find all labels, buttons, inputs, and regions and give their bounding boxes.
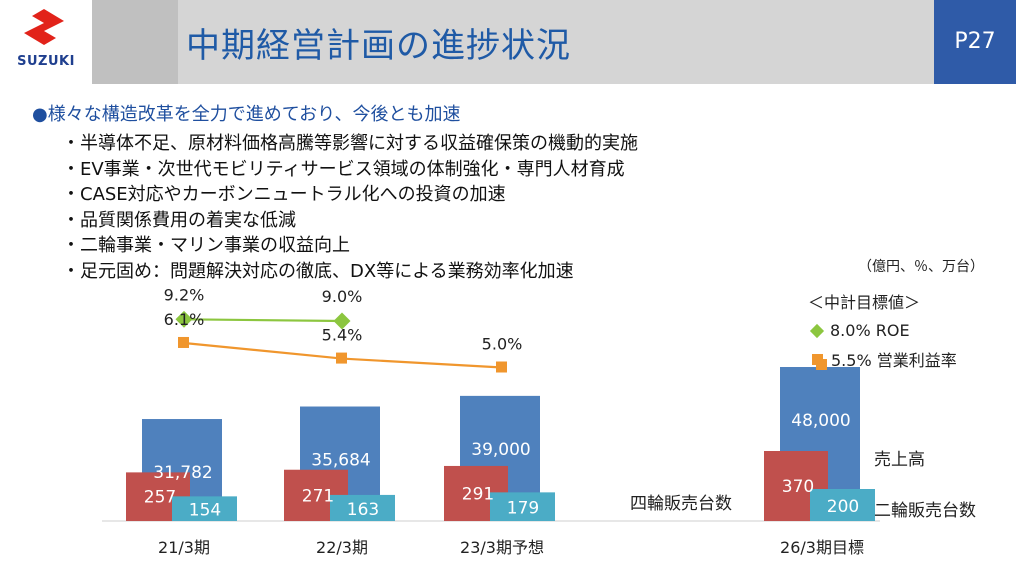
two-wheel-label: 二輪販売台数 [874,501,976,521]
bullet-item: ・CASE対応やカーボンニュートラル化への投資の加速 [62,184,506,205]
logo-text: SUZUKI [17,54,75,69]
margin-value-label: 5.0% [482,335,523,354]
two-wheel-bar [330,494,395,521]
margin-marker [336,352,347,364]
two-wheel-value-label: 200 [827,497,859,517]
bullet-item: ・足元固め：問題解決対応の徹底、DX等による業務効率化加速 [62,260,574,282]
sales-value-label: 39,000 [471,440,530,460]
bullet-item: ・二輪事業・マリン事業の収益向上 [62,235,350,256]
margin-marker [178,336,189,348]
suzuki-s-icon [24,9,64,45]
four-wheel-value-label: 257 [144,488,176,508]
two-wheel-value-label: 163 [347,500,379,520]
two-wheel-bar [172,496,237,521]
bullet-item: ・EV事業・次世代モビリティサービス領域の体制強化・専門人材育成 [62,158,625,180]
bullet-item: ・半導体不足、原材料価格高騰等影響に対する収益確保策の機動的実施 [62,133,638,154]
sales-value-label: 31,782 [153,463,212,483]
two-wheel-value-label: 179 [507,499,539,519]
sales-label: 売上高 [874,450,925,470]
two-wheel-value-label: 154 [189,501,221,521]
margin-target-marker [816,359,827,370]
roe-value-label: 9.2% [164,285,205,304]
four-wheel-value-label: 271 [302,486,334,506]
roe-line [183,318,343,323]
roe-marker [175,310,193,328]
margin-value-label: 5.4% [322,326,363,345]
logo: SUZUKI [0,0,92,84]
title-bar [92,0,934,84]
four-wheel-label: 四輪販売台数 [630,494,732,514]
sales-value-label: 35,684 [311,451,370,471]
legend-roe-label: 8.0% ROE [830,321,910,340]
x-tick-label: 26/3期目標 [780,538,864,557]
units-note: （億円、％、万台） [858,259,984,275]
bullet-list: ・半導体不足、原材料価格高騰等影響に対する収益確保策の機動的実施 ・EV事業・次… [62,131,638,284]
roe-value-label: 9.0% [322,287,363,306]
x-tick-label: 23/3期予想 [460,538,544,557]
sales-value-label: 48,000 [791,411,850,431]
roe-marker [333,312,351,330]
bullet-item: ・品質関係費用の着実な低減 [62,209,296,231]
x-tick-label: 21/3期 [158,538,210,557]
page-title: 中期経営計画の進捗状況 [186,26,571,66]
x-tick-label: 22/3期 [316,538,368,557]
title-accent [92,0,178,84]
two-wheel-bar [810,489,875,521]
page-number: P27 [934,0,1016,84]
margin-value-label: 6.1% [164,310,205,329]
margin-marker [496,361,507,373]
legend-roe: 8.0% ROE [809,321,910,340]
headline: ●様々な構造改革を全力で進めており、今後とも加速 [32,104,461,125]
four-wheel-value-label: 370 [782,477,814,497]
four-wheel-value-label: 291 [462,484,494,504]
targets-title: ＜中計目標値＞ [808,293,921,312]
two-wheel-bar [490,492,555,521]
legend-margin-label: 5.5% 営業利益率 [831,351,957,370]
